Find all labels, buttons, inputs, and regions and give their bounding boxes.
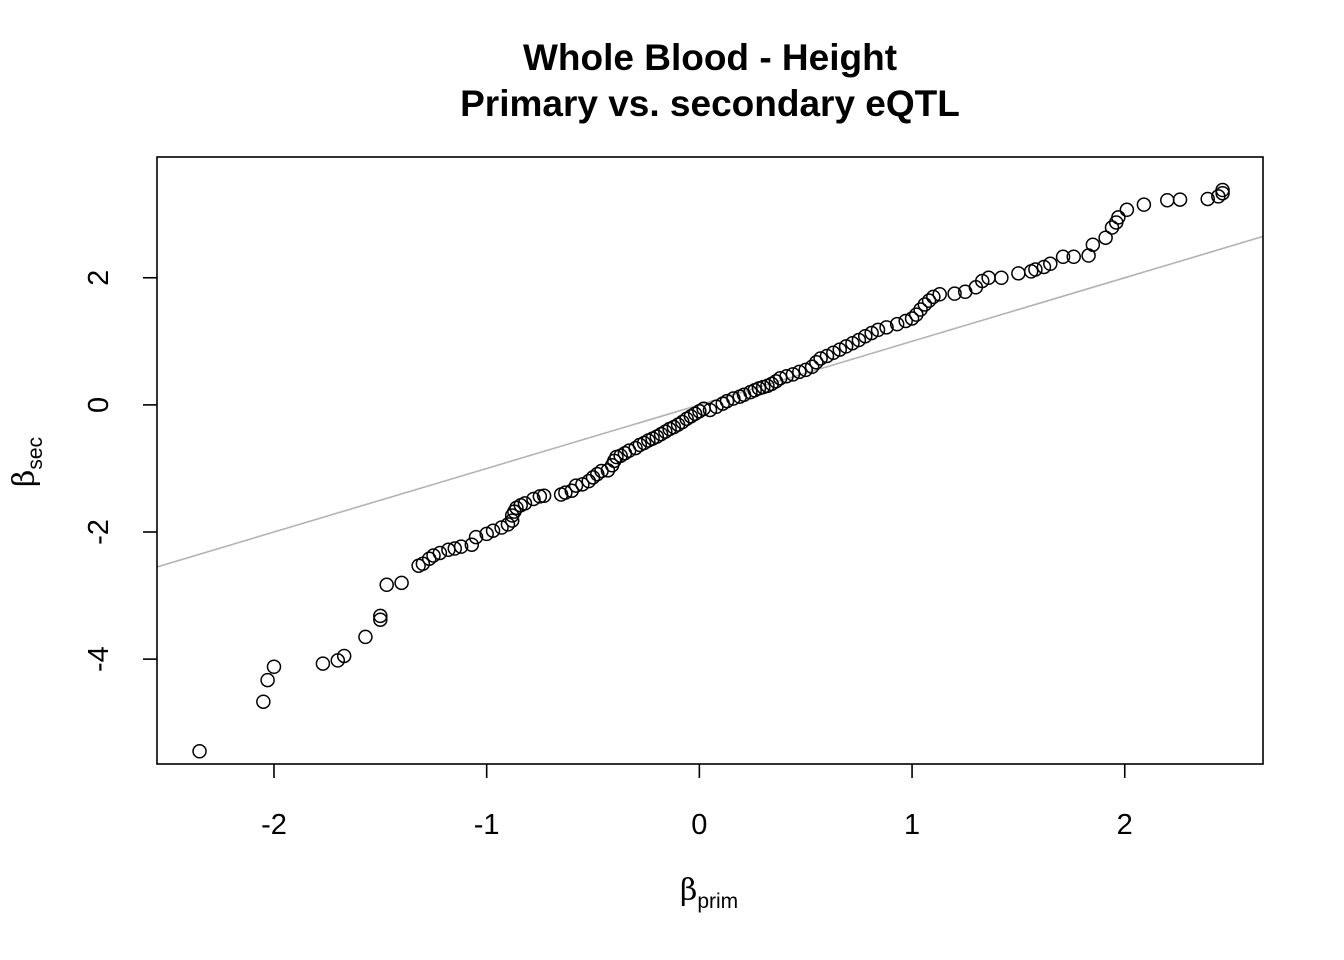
data-point: [558, 485, 573, 500]
data-point: [1043, 256, 1058, 272]
data-point: [447, 541, 463, 556]
data-point: [526, 491, 541, 507]
data-point: [1172, 192, 1188, 207]
data-point: [517, 496, 533, 511]
data-point: [394, 575, 409, 591]
data-point: [379, 577, 394, 593]
data-point: [913, 302, 928, 317]
data-point: [1055, 249, 1071, 265]
x-axis-label-subscript: prim: [697, 890, 738, 913]
data-point: [504, 513, 520, 528]
data-point: [779, 369, 794, 384]
data-point: [1104, 220, 1120, 235]
data-point: [192, 744, 207, 759]
data-point: [590, 466, 605, 482]
y-axis-label: βsec: [7, 437, 47, 487]
data-points: [192, 182, 1230, 759]
data-point: [804, 359, 820, 374]
y-tick-label: 0: [83, 397, 115, 413]
data-point: [785, 367, 801, 382]
data-point: [373, 608, 388, 624]
data-point: [1028, 262, 1043, 277]
data-point: [994, 270, 1009, 286]
y-axis: -4 -2 0 2: [83, 270, 157, 672]
data-point: [260, 672, 275, 688]
data-point: [809, 355, 824, 370]
plot-frame: [156, 156, 1264, 765]
data-point: [266, 659, 282, 675]
data-point: [358, 629, 373, 645]
chart-subtitle: Primary vs. secondary eQTL: [460, 83, 960, 124]
data-point: [1111, 210, 1126, 225]
x-tick-label: -2: [261, 809, 287, 841]
data-point: [536, 488, 552, 504]
data-point: [432, 545, 448, 561]
data-point: [568, 478, 584, 493]
y-tick-label: -4: [83, 646, 115, 672]
x-axis: -2 -1 0 1 2: [261, 764, 1133, 841]
data-point: [373, 612, 388, 627]
y-tick-label: 2: [83, 270, 115, 286]
data-point: [1119, 202, 1135, 218]
x-axis-label-symbol: β: [680, 873, 697, 908]
data-point: [947, 286, 962, 301]
data-point: [719, 393, 735, 409]
data-point: [813, 351, 828, 366]
data-point: [726, 391, 741, 406]
data-point: [500, 517, 516, 532]
data-point: [468, 529, 484, 545]
data-point: [904, 311, 920, 326]
data-point: [585, 470, 601, 485]
chart-title: Whole Blood - Height: [523, 37, 897, 78]
data-point: [564, 483, 579, 498]
data-point: [1160, 192, 1175, 208]
data-point: [1011, 266, 1026, 281]
x-tick-label: -1: [474, 809, 500, 841]
data-point: [315, 656, 331, 671]
data-point: [889, 316, 905, 332]
data-point: [1200, 191, 1215, 207]
y-axis-label-subscript: sec: [24, 437, 47, 470]
data-point: [453, 539, 469, 554]
data-point: [926, 289, 941, 305]
data-point: [256, 694, 271, 709]
data-point: [628, 440, 643, 456]
data-point: [1085, 237, 1101, 252]
data-point: [1215, 185, 1230, 201]
data-point: [1098, 230, 1113, 245]
data-point: [879, 320, 894, 335]
data-point: [898, 313, 913, 329]
x-axis-label: βprim: [680, 873, 738, 913]
data-point: [917, 297, 933, 312]
x-tick-label: 0: [691, 809, 707, 841]
data-point: [772, 370, 788, 386]
data-point: [464, 537, 480, 552]
y-tick-label: -2: [83, 519, 115, 545]
data-point: [1066, 249, 1081, 265]
data-point: [792, 364, 807, 380]
data-point: [1215, 182, 1230, 198]
data-point: [909, 307, 924, 322]
data-point: [1136, 197, 1152, 212]
data-point: [581, 473, 597, 489]
data-point: [426, 548, 441, 563]
data-point: [932, 287, 947, 302]
data-point: [921, 293, 937, 308]
y-axis-label-symbol: β: [7, 470, 42, 487]
x-tick-label: 2: [1117, 809, 1133, 841]
data-point: [485, 523, 501, 538]
reference-line: [157, 235, 1263, 568]
data-point: [336, 648, 352, 664]
data-point: [870, 322, 886, 338]
x-tick-label: 1: [904, 809, 920, 841]
